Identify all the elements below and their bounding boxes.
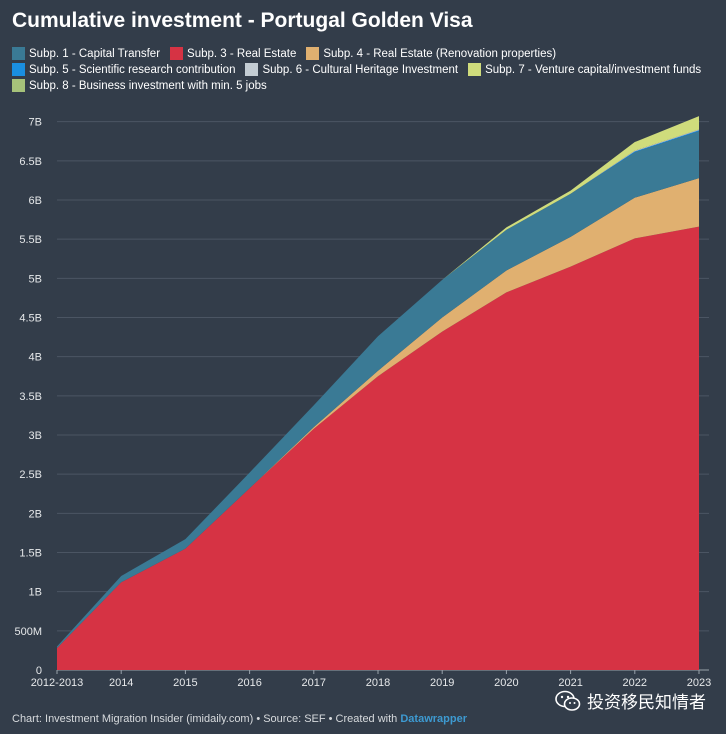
area-series bbox=[57, 178, 699, 649]
legend-swatch bbox=[12, 79, 25, 92]
legend-label: Subp. 5 - Scientific research contributi… bbox=[29, 63, 236, 76]
legend-label: Subp. 8 - Business investment with min. … bbox=[29, 79, 267, 92]
y-tick-label: 0 bbox=[36, 665, 42, 677]
legend-item: Subp. 3 - Real Estate bbox=[170, 47, 296, 60]
y-tick-label: 500M bbox=[14, 626, 42, 638]
watermark: 投资移民知情者 bbox=[555, 688, 706, 713]
y-tick-label: 2B bbox=[29, 508, 42, 520]
y-tick-label: 1B bbox=[29, 587, 42, 599]
x-tick-label: 2023 bbox=[687, 677, 711, 689]
y-tick-label: 6B bbox=[29, 195, 42, 207]
y-tick-label: 1.5B bbox=[19, 548, 42, 560]
datawrapper-link[interactable]: Datawrapper bbox=[400, 713, 467, 725]
x-tick-label: 2021 bbox=[558, 677, 582, 689]
chart-area: 0 500M 1B 1.5B 2B 2.5B 3B 3.5B 4B 4.5B 5B 5.5B 6B 6.5… bbox=[14, 116, 711, 689]
legend-label: Subp. 3 - Real Estate bbox=[187, 47, 297, 60]
legend-swatch bbox=[306, 47, 320, 60]
chart-title: Cumulative investment - Portugal Golden … bbox=[12, 9, 473, 32]
y-tick-label: 4.5B bbox=[19, 313, 42, 325]
footer-text: Chart: Investment Migration Insider (imi… bbox=[12, 713, 401, 725]
legend: Subp. 1 - Capital Transfer Subp. 3 - Real… bbox=[12, 47, 718, 92]
legend-item: Subp. 8 - Business investment with min. … bbox=[12, 79, 267, 92]
x-tick-label: 2020 bbox=[494, 677, 518, 689]
area-series bbox=[57, 226, 699, 670]
legend-item: Subp. 5 - Scientific research contributi… bbox=[12, 63, 235, 76]
wechat-icon bbox=[555, 690, 581, 711]
y-tick-label: 5B bbox=[29, 273, 42, 285]
y-tick-label: 4B bbox=[29, 352, 42, 364]
y-tick-label: 3B bbox=[29, 430, 42, 442]
legend-swatch bbox=[245, 63, 259, 76]
y-tick-label: 3.5B bbox=[19, 391, 42, 403]
y-tick-label: 6.5B bbox=[19, 156, 42, 168]
legend-swatch bbox=[12, 47, 25, 60]
legend-swatch bbox=[468, 63, 482, 76]
legend-swatch bbox=[12, 63, 25, 76]
legend-item: Subp. 1 - Capital Transfer bbox=[12, 47, 160, 60]
y-tick-label: 7B bbox=[29, 117, 42, 129]
legend-item: Subp. 6 - Cultural Heritage Investment bbox=[245, 63, 458, 76]
legend-label: Subp. 4 - Real Estate (Renovation proper… bbox=[323, 47, 557, 60]
x-tick-label: 2012-2013 bbox=[31, 677, 84, 689]
legend-swatch bbox=[170, 47, 184, 60]
legend-label: Subp. 6 - Cultural Heritage Investment bbox=[262, 63, 459, 76]
legend-item: Subp. 4 - Real Estate (Renovation proper… bbox=[306, 47, 556, 60]
legend-label: Subp. 7 - Venture capital/investment fun… bbox=[485, 63, 702, 76]
x-tick-label: 2017 bbox=[302, 677, 326, 689]
x-tick-label: 2014 bbox=[109, 677, 133, 689]
x-tick-label: 2022 bbox=[623, 677, 647, 689]
x-tick-label: 2015 bbox=[173, 677, 197, 689]
watermark-text: 投资移民知情者 bbox=[587, 693, 706, 712]
x-tick-label: 2018 bbox=[366, 677, 390, 689]
x-tick-label: 2016 bbox=[237, 677, 261, 689]
legend-item: Subp. 7 - Venture capital/investment fun… bbox=[468, 63, 701, 76]
footer-credit: Chart: Investment Migration Insider (imi… bbox=[12, 713, 467, 725]
y-tick-label: 5.5B bbox=[19, 234, 42, 246]
area-series bbox=[57, 131, 699, 649]
x-tick-label: 2019 bbox=[430, 677, 454, 689]
y-tick-label: 2.5B bbox=[19, 469, 42, 481]
legend-label: Subp. 1 - Capital Transfer bbox=[29, 47, 161, 60]
